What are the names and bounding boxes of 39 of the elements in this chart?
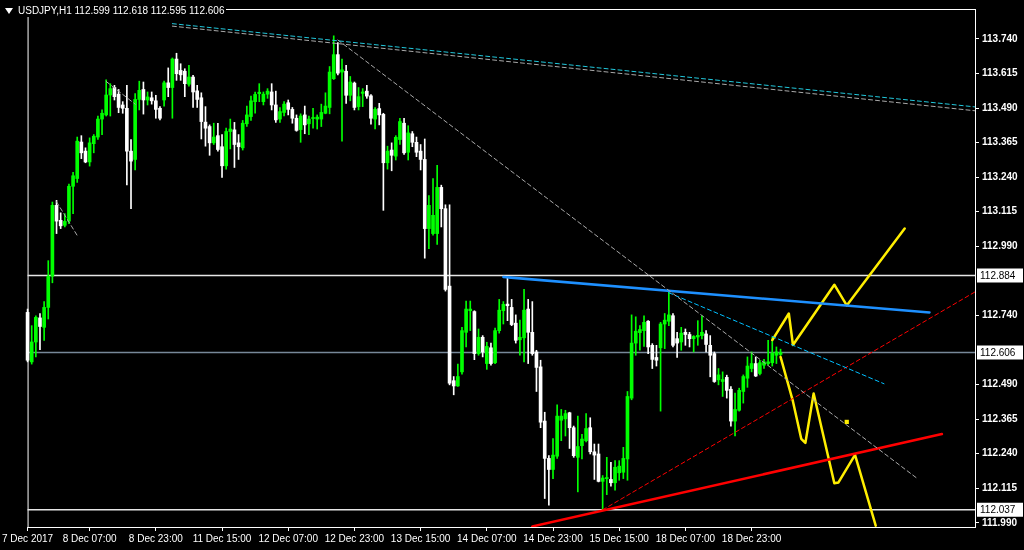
x-tick-label: 8 Dec 23:00 (128, 532, 184, 544)
y-tick-label: 112.990 (982, 240, 1019, 252)
y-tick-label: 112.115 (982, 482, 1018, 494)
candlestick (604, 456, 609, 495)
y-tick-label: 112.740 (982, 309, 1019, 321)
y-tick-label: 113.615 (982, 67, 1019, 79)
x-tick-label: 12 Dec 23:00 (324, 532, 385, 544)
candlestick (695, 320, 700, 346)
x-tick-label: 14 Dec 07:00 (457, 532, 517, 544)
candlestick (468, 300, 473, 331)
candlestick (766, 339, 770, 366)
x-tick-label: 11 Dec 15:00 (192, 532, 252, 544)
x-tick-label: 8 Dec 07:00 (62, 532, 118, 544)
x-tick-label: 7 Dec 2017 (2, 532, 54, 544)
y-tick-label: 113.115 (982, 205, 1018, 217)
x-tick-label: 15 Dec 15:00 (589, 532, 650, 544)
y-tick-label: 111.990 (982, 516, 1018, 528)
x-tick-label: 18 Dec 07:00 (655, 532, 716, 544)
y-tick-label: 113.365 (982, 136, 1019, 148)
candlestick (166, 67, 171, 97)
ref-line-label: 112.606 (980, 346, 1016, 358)
y-tick-label: 112.365 (982, 412, 1019, 424)
x-tick-label: 18 Dec 23:00 (721, 532, 782, 544)
y-tick-label: 113.740 (982, 32, 1019, 44)
candlestick (576, 415, 580, 493)
candlestick (108, 83, 113, 117)
candlestick (38, 313, 42, 351)
chart-title: USDJPY,H1 112.599 112.618 112.595 112.606 (16, 5, 227, 17)
x-tick-label: 13 Dec 15:00 (390, 532, 451, 544)
y-tick-label: 113.240 (982, 170, 1019, 182)
y-tick-label: 112.490 (982, 378, 1019, 390)
x-tick-label: 14 Dec 23:00 (523, 532, 584, 544)
ref-line-label: 112.037 (980, 504, 1016, 516)
candlestick (360, 88, 365, 107)
y-tick-label: 113.490 (982, 101, 1019, 113)
candlestick (609, 461, 613, 487)
ref-line-label: 112.884 (980, 269, 1016, 281)
x-tick-label: 12 Dec 07:00 (258, 532, 319, 544)
y-tick-label: 112.240 (982, 447, 1019, 459)
